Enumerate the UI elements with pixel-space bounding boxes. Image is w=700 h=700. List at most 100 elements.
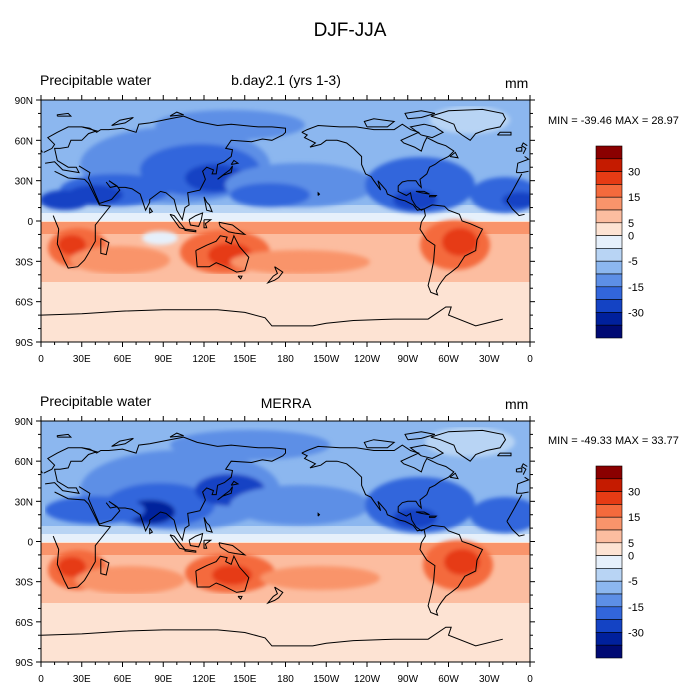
panel2-field-band-eq-south: [41, 543, 530, 555]
axis-ticks: [36, 95, 535, 667]
panel2-field-arctic-low: [170, 430, 330, 460]
panel1-coastline-baffin: [409, 123, 445, 139]
panel2-lon-label: 60W: [438, 674, 459, 685]
panel2-lon-label: 0: [527, 674, 533, 685]
panel1-coastline-europe-1: [43, 126, 99, 174]
panel1-coastline-ellesmere: [404, 110, 436, 120]
panel2-lat-label: 60S: [15, 618, 33, 629]
panel1-colorbar-box: [595, 184, 623, 198]
panel2-lon-label: 120W: [354, 674, 381, 685]
panel2-colorbar-box: [595, 516, 623, 531]
panel1-field-band-eq-north: [41, 213, 530, 221]
panel2-coastline-sulawesi: [203, 539, 213, 549]
panel2-coastline-africa-2: [506, 521, 525, 537]
panel2-lon-label: 90E: [154, 674, 172, 685]
panel1-coastline-antarctica: [285, 306, 503, 327]
panel1-coastline-sulawesi: [203, 219, 213, 229]
panel2-lon-label: 120E: [192, 674, 216, 685]
panel2-coastline-philippines: [203, 517, 213, 533]
panel2-lon-label: 150E: [233, 674, 257, 685]
panel2-field-sio: [75, 566, 185, 594]
panel1-variable-label: Precipitable water: [40, 72, 152, 88]
panel2-coastline-arctic_isl: [363, 439, 396, 449]
panel2-colorbar-label: -5: [628, 576, 638, 588]
panel1-coastline-africa: [506, 173, 523, 202]
panel2-field-spcz: [260, 566, 380, 590]
panel1-lat-label: 60S: [15, 298, 33, 309]
panel1-lon-label: 30W: [479, 354, 500, 365]
panel1-lon-label: 0: [527, 354, 533, 365]
panel1-coastline-arabia_gulf: [105, 181, 118, 188]
panel1-lat-label: 90N: [15, 96, 33, 107]
panel1-lon-label: 180: [277, 354, 294, 365]
panel1-coastline-europe: [515, 156, 530, 173]
panel1-lon-label: 120W: [354, 354, 381, 365]
panel2-lat-label: 90N: [15, 417, 33, 428]
panel2-lon-label: 0: [38, 674, 44, 685]
panel1-colorbar-box: [595, 171, 623, 185]
panel2-lon-label: 150W: [313, 674, 340, 685]
panel1-coastline-newzealand: [266, 266, 284, 284]
panel2-colorbar-box: [595, 644, 623, 659]
panel1-lon-label: 150E: [233, 354, 257, 365]
panel2-lat-label: 90S: [15, 658, 33, 669]
panel1-coastline-iceland: [497, 131, 512, 136]
panel2-coastline-newguinea: [218, 542, 247, 556]
figure-title: DJF-JJA: [313, 20, 387, 41]
panel1-colorbar-box: [595, 158, 623, 172]
panel2-coastline-arabia_gulf: [105, 502, 118, 509]
panel1-lon-label: 90W: [397, 354, 418, 365]
panel1-lat-label: 30N: [15, 177, 33, 188]
panel1-coastline-tasmania: [237, 275, 243, 280]
panel2-colorbar-label: -15: [628, 602, 644, 614]
panel1-lon-label: 150W: [313, 354, 340, 365]
panel2-coastline-europe-1: [43, 447, 99, 494]
panel1-lon-label: 120E: [192, 354, 216, 365]
panel2-coastline-novaya: [111, 437, 134, 447]
panel2-coastline-japan: [217, 486, 233, 501]
panel1-lat-label: 0: [27, 217, 33, 228]
panel2-lat-label: 0: [27, 538, 33, 549]
panel1-coastline-japan: [217, 165, 233, 180]
panel1-field-greenland: [430, 106, 510, 134]
panel1-coastline-madagascar: [100, 238, 110, 256]
panel2-coastline-madagascar: [100, 558, 110, 576]
panel1-minmax-label: MIN = -39.46 MAX = 28.97: [548, 115, 679, 127]
panel1-field-io-neg: [142, 231, 178, 245]
panel1-colorbar-label: -5: [628, 256, 638, 268]
panel1-coastline-arctic_isl: [363, 118, 396, 128]
panel1-case-label: b.day2.1 (yrs 1-3): [231, 72, 341, 88]
panel2-lat-label: 30S: [15, 578, 33, 589]
panel2-coastline-iceland: [497, 452, 512, 457]
panel1-colorbar-label: 5: [628, 218, 634, 230]
panel1-coastline-svalbard: [56, 112, 73, 117]
panel2-colorbar-box: [595, 491, 623, 505]
panel2-field-africa-north-low: [45, 496, 145, 524]
panel1-lon-label: 30E: [73, 354, 91, 365]
panel2-coastline-africa-1: [52, 491, 112, 589]
panel2-lat-label: 30N: [15, 497, 33, 508]
panel1-lon-label: 90E: [154, 354, 172, 365]
panel2-colorbar-label: 0: [628, 551, 634, 563]
panel2-coastline-australia: [195, 554, 250, 593]
panel2-coastline-hispaniola: [429, 515, 438, 518]
panel2-colorbar-box: [595, 632, 623, 646]
panel2-coastline-cuba: [415, 511, 430, 516]
panel1-lat-label: 30S: [15, 257, 33, 268]
panel1-colorbar-label: -15: [628, 282, 644, 294]
panel2-coastline-ireland: [515, 467, 523, 473]
panel1-field-spcz: [230, 250, 370, 274]
panel1-lon-label: 60E: [114, 354, 132, 365]
panel1-coastline-severnaya: [169, 111, 184, 117]
panel2-field-samerica-core: [444, 549, 480, 575]
panel2-map: [41, 421, 530, 662]
panel2-coastline-asia: [78, 436, 286, 542]
panel2-lat-label: 60N: [15, 457, 33, 468]
panel1-coastline-antarctica-1: [41, 309, 286, 327]
panel1-lon-label: 0: [38, 354, 44, 365]
panel1-colorbar-box: [595, 273, 623, 288]
panel1-coastline-hokkaido: [230, 159, 240, 165]
panel1-coastline-greenland: [430, 108, 507, 141]
panel2-colorbar-box: [595, 504, 623, 518]
